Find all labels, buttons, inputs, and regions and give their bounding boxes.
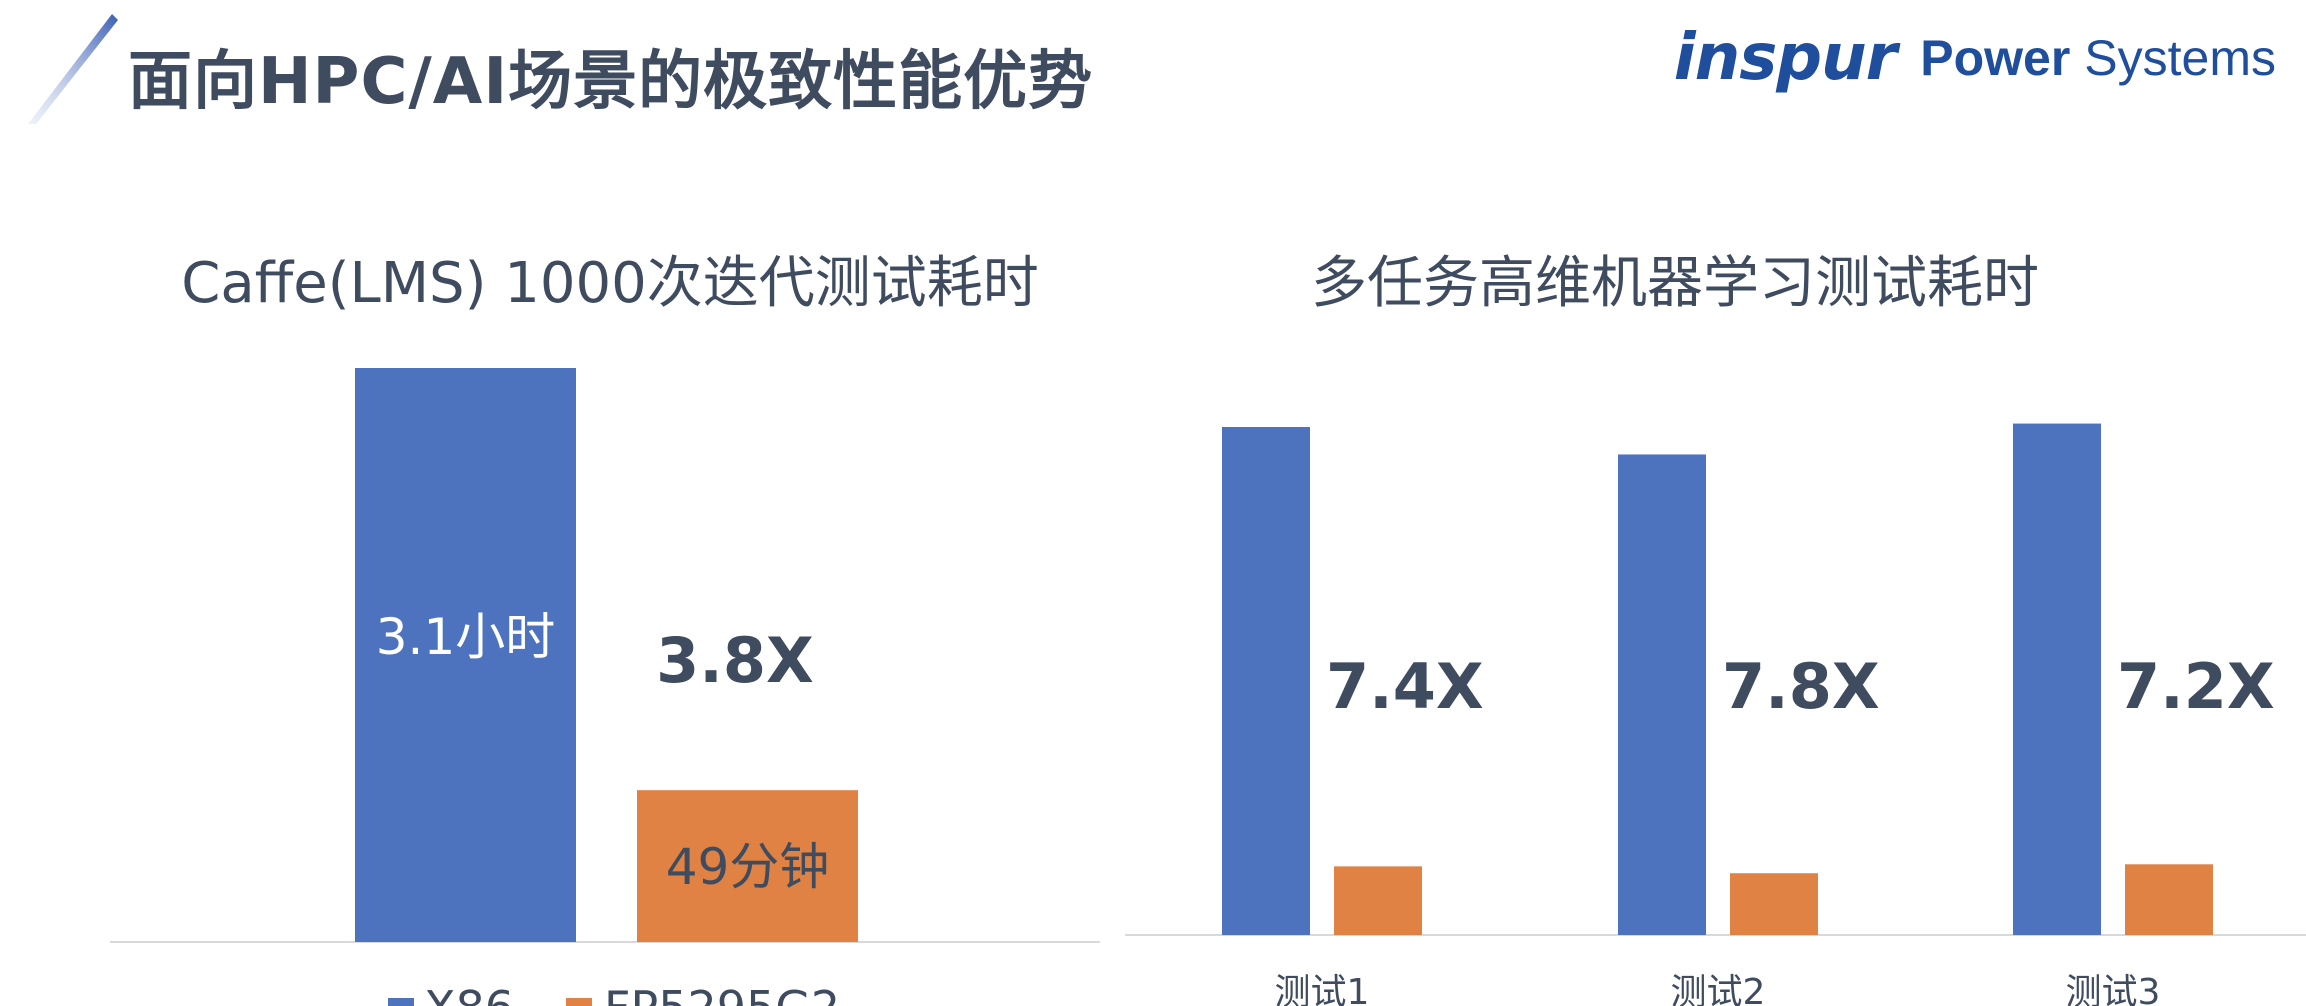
- chart2-bar-blue-1: [1222, 427, 1310, 935]
- chart2-bar-blue-3: [2013, 423, 2101, 935]
- brand-systems-text: Systems: [2084, 30, 2276, 86]
- chart1-legend-label-fp5295g2: FP5295G2: [604, 981, 840, 1006]
- chart2-bar-orange-1: [1334, 866, 1422, 935]
- chart2-category-label-1: 测试1: [1275, 972, 1370, 1006]
- chart1-speedup-annotation: 3.8X: [656, 624, 814, 697]
- brand-logo-area: inspur Power Systems: [1674, 18, 2276, 98]
- chart2-category-label-2: 测试2: [1671, 972, 1766, 1006]
- chart2-speedup-annotation-3: 7.2X: [2117, 650, 2275, 723]
- chart1-bar-2-label: 49分钟: [666, 838, 830, 896]
- inspur-logo: inspur: [1673, 21, 1898, 95]
- title-accent-slash: [28, 14, 118, 124]
- chart1-bar-1: [355, 368, 576, 942]
- chart1-legend-swatch-x86: [388, 998, 414, 1006]
- chart1-legend-swatch-fp5295g2: [566, 998, 592, 1006]
- chart1-title: Caffe(LMS) 1000次迭代测试耗时: [181, 251, 1039, 316]
- chart1-bar-1-label: 3.1小时: [376, 608, 556, 666]
- chart2-speedup-annotation-2: 7.8X: [1722, 650, 1880, 723]
- chart1-bar-2: [637, 790, 858, 942]
- page-title: 面向HPC/AI场景的极致性能优势: [128, 45, 1094, 119]
- brand-power-text: Power: [1920, 30, 2071, 86]
- chart1-legend-label-x86: X86: [424, 981, 514, 1006]
- chart2-category-label-3: 测试3: [2066, 972, 2161, 1006]
- chart2-speedup-annotation-1: 7.4X: [1326, 650, 1484, 723]
- chart2-bar-blue-2: [1618, 454, 1706, 935]
- chart2-bar-orange-3: [2125, 864, 2213, 935]
- chart2-title: 多任务高维机器学习测试耗时: [1311, 251, 2039, 316]
- chart2-bar-orange-2: [1730, 873, 1818, 935]
